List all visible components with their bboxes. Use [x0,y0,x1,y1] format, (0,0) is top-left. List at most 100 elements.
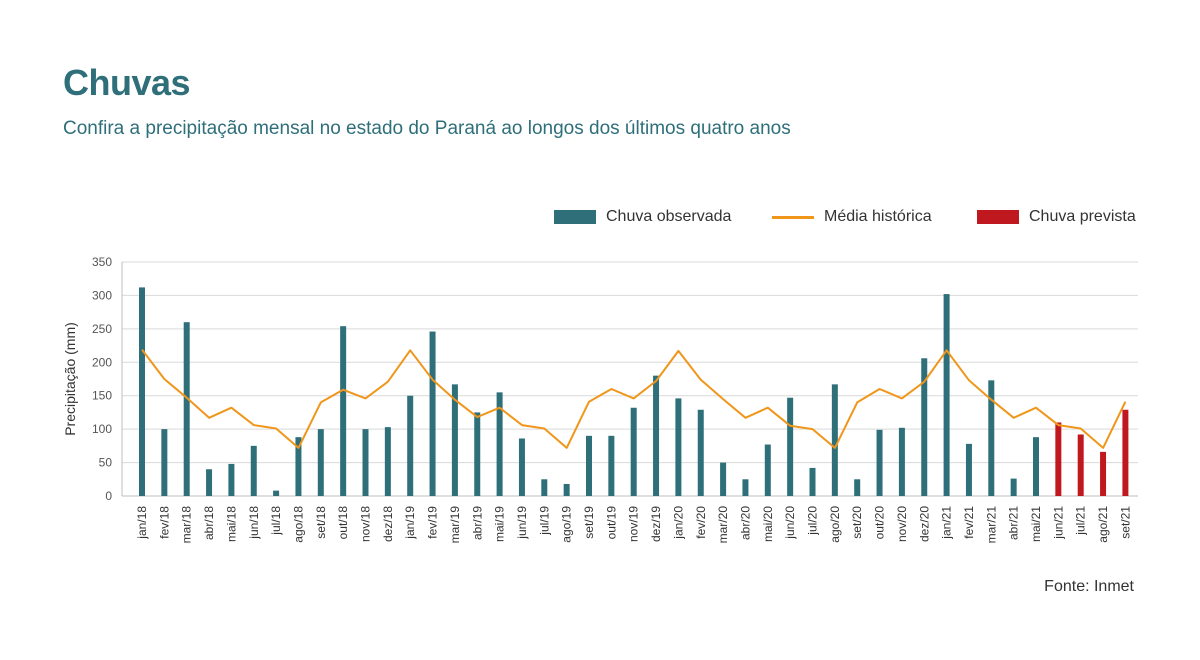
x-tick-label: ago/21 [1096,506,1110,543]
bar-forecast-jul/21 [1077,434,1084,496]
bar-observed-jan/19 [407,395,414,496]
y-tick-label: 300 [92,288,112,302]
x-tick-label: mar/20 [716,506,730,544]
x-tick-label: set/20 [850,506,864,539]
bar-observed-dez/19 [653,375,660,496]
legend-swatch-observed [554,210,596,224]
y-tick-label: 100 [92,422,112,436]
x-tick-label: ago/19 [560,506,574,543]
bar-observed-set/19 [586,435,592,496]
source-note: Fonte: Inmet [1044,578,1134,595]
bar-observed-abr/19 [474,412,481,496]
x-tick-label: dez/20 [917,506,931,542]
x-tick-label: jun/21 [1051,506,1065,540]
legend-item-average: Média histórica [772,208,932,226]
bar-forecast-ago/21 [1100,451,1107,496]
bar-observed-jan/18 [139,287,145,496]
x-tick-label: mar/21 [984,506,998,544]
x-tick-label: fev/18 [157,506,171,539]
x-tick-label: dez/19 [649,506,663,542]
x-tick-label: jan/21 [940,506,954,540]
x-tick-label: abr/18 [202,506,216,540]
x-tick-label: jun/20 [783,506,797,540]
bar-observed-nov/19 [630,407,637,496]
y-tick-label: 350 [92,255,112,269]
bar-observed-ago/18 [295,437,302,496]
bar-observed-jul/18 [273,490,280,496]
bar-observed-out/18 [340,326,347,496]
x-tick-label: jan/18 [135,506,149,540]
y-tick-label: 250 [92,322,112,336]
bar-observed-fev/19 [429,331,436,496]
x-tick-label: jan/20 [671,506,685,540]
x-tick-label: abr/21 [1007,506,1021,540]
x-tick-label: set/21 [1118,506,1132,539]
x-tick-label: jul/19 [537,506,551,536]
x-tick-label: mai/19 [493,506,507,542]
bar-observed-fev/18 [161,429,168,496]
bar-observed-jun/18 [250,445,257,496]
bar-observed-dez/18 [384,427,391,496]
bar-observed-out/20 [876,429,883,496]
bar-forecast-jun/21 [1055,422,1062,496]
x-tick-label: set/19 [582,506,596,539]
bar-observed-jun/20 [787,397,794,496]
legend-item-observed: Chuva observada [554,208,731,226]
legend-label-forecast: Chuva prevista [1029,208,1136,225]
y-axis-label: Precipitação (mm) [62,322,78,436]
legend-label-average: Média histórica [824,208,932,225]
bar-observed-jul/20 [809,467,816,496]
x-tick-label: out/18 [336,506,350,540]
chart-subtitle: Confira a precipitação mensal no estado … [63,118,791,139]
bar-observed-mai/19 [496,392,503,496]
bar-observed-ago/20 [831,384,838,496]
x-tick-label: fev/20 [694,506,708,539]
x-tick-label: abr/20 [738,506,752,540]
bar-observed-jul/19 [541,479,548,496]
bar-observed-mar/19 [451,384,458,496]
bar-observed-jan/21 [943,294,950,496]
legend: Chuva observada Média histórica Chuva pr… [0,208,1200,232]
bar-observed-abr/18 [206,469,213,496]
x-tick-label: dez/18 [381,506,395,542]
bar-observed-mai/20 [764,444,771,496]
bar-observed-dez/20 [921,358,928,496]
x-tick-label: out/20 [873,506,887,540]
bar-observed-jun/19 [518,438,525,496]
bar-forecast-set/21 [1122,409,1129,496]
x-tick-label: jun/18 [247,506,261,540]
bar-observed-abr/20 [742,479,749,496]
x-tick-label: nov/18 [359,506,373,542]
bar-observed-mar/18 [183,322,190,496]
x-tick-label: ago/18 [291,506,305,543]
x-tick-label: abr/19 [470,506,484,540]
legend-swatch-average [772,215,814,219]
bar-observed-fev/20 [697,409,704,496]
x-tick-label: mai/20 [761,506,775,542]
bar-observed-set/18 [317,429,324,496]
chart-title: Chuvas [63,62,191,103]
x-tick-label: jul/18 [269,506,283,536]
y-tick-label: 50 [99,456,113,470]
x-tick-label: fev/21 [962,506,976,539]
x-tick-label: jul/20 [806,506,820,536]
x-tick-label: jun/19 [515,506,529,540]
x-tick-label: mai/21 [1029,506,1043,542]
y-tick-label: 0 [105,489,112,503]
x-tick-label: mar/18 [180,506,194,544]
x-tick-label: mai/18 [224,506,238,542]
bar-observed-fev/21 [965,443,972,496]
bar-observed-out/19 [608,435,615,496]
bar-observed-nov/20 [898,427,905,496]
x-tick-label: jul/21 [1074,506,1088,536]
x-tick-label: nov/20 [895,506,909,542]
bar-observed-set/20 [854,479,861,496]
x-tick-label: nov/19 [627,506,641,542]
line-media-historica [141,348,1127,449]
x-tick-label: set/18 [314,506,328,539]
bar-observed-mai/18 [228,463,235,496]
bar-observed-mar/21 [988,380,995,496]
bar-observed-nov/18 [362,429,369,496]
x-tick-label: fev/19 [426,506,440,539]
x-tick-label: mar/19 [448,506,462,544]
